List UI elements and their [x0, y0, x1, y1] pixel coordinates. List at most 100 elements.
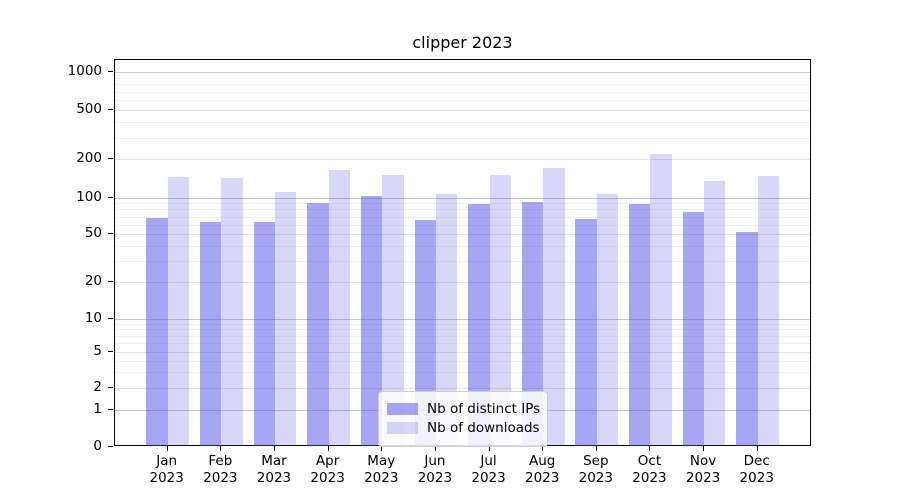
bar-distinct-ips-jan [146, 218, 168, 447]
bar-downloads-jun [435, 194, 458, 447]
bar-distinct-ips-jun [414, 219, 436, 447]
y-tick-label: 0 [93, 437, 102, 454]
gridline [115, 282, 810, 284]
x-tick-label-feb: Feb 2023 [203, 452, 238, 486]
bar-downloads-mar [274, 191, 297, 447]
gridline-minor [115, 245, 810, 247]
bar-downloads-nov [704, 181, 726, 447]
y-tick-mark [108, 408, 113, 410]
y-tick-mark [108, 445, 113, 447]
gridline-minor [115, 261, 810, 263]
gridline-minor [115, 343, 810, 345]
plot-area [114, 59, 811, 447]
bar-distinct-ips-aug [521, 201, 544, 447]
gridline-minor [115, 77, 810, 79]
x-tick-mark [166, 445, 168, 451]
x-tick-mark [488, 445, 490, 451]
gridline-minor [115, 216, 810, 218]
gridline-minor [115, 91, 810, 93]
x-tick-label-oct: Oct 2023 [632, 452, 667, 486]
gridline-minor [115, 122, 810, 124]
y-tick-label: 1000 [67, 63, 102, 79]
bar-distinct-ips-nov [682, 211, 705, 447]
x-tick-label-aug: Aug 2023 [524, 452, 560, 486]
gridline-minor [115, 137, 810, 139]
y-tick-label: 1 [93, 400, 102, 417]
bar-distinct-ips-may [360, 195, 383, 447]
y-tick-mark [108, 233, 113, 235]
x-tick-label-apr: Apr 2023 [310, 452, 345, 486]
x-tick-mark [273, 445, 275, 451]
gridline [115, 352, 810, 353]
bar-distinct-ips-feb [199, 222, 222, 447]
chart-title: clipper 2023 [412, 33, 513, 52]
bar-downloads-dec [757, 175, 780, 447]
y-tick-label: 10 [84, 309, 102, 326]
x-tick-mark [649, 445, 651, 451]
x-tick-label-jun: Jun 2023 [417, 452, 453, 486]
gridline [115, 72, 810, 73]
y-tick-label: 500 [76, 101, 102, 118]
gridline [115, 387, 810, 389]
x-tick-mark [434, 445, 436, 451]
gridline-minor [115, 100, 810, 102]
gridline [115, 159, 810, 161]
y-tick-label: 5 [93, 343, 102, 359]
y-tick-mark [108, 386, 113, 388]
y-tick-mark [108, 109, 113, 111]
legend-item-distinct-ips: Nb of distinct IPs [387, 401, 541, 417]
gridline-minor [115, 224, 810, 226]
x-tick-mark [327, 445, 329, 451]
gridline-minor [115, 84, 810, 86]
bar-downloads-apr [328, 169, 350, 447]
y-tick-mark [108, 317, 113, 319]
y-tick-mark [108, 351, 113, 352]
gridline [115, 318, 810, 320]
legend: Nb of distinct IPs Nb of downloads [378, 391, 548, 447]
y-tick-label: 20 [84, 273, 102, 290]
gridline-minor [115, 323, 810, 325]
bar-distinct-ips-oct [629, 204, 651, 447]
x-tick-label-dec: Dec 2023 [739, 452, 774, 486]
bar-distinct-ips-jul [468, 203, 490, 447]
bar-downloads-aug [543, 168, 565, 447]
x-tick-label-nov: Nov 2023 [685, 452, 721, 486]
bar-downloads-sep [596, 194, 619, 447]
gridline-minor [115, 335, 810, 337]
bar-downloads-may [382, 175, 404, 447]
legend-swatch-downloads [387, 422, 418, 434]
y-tick-mark [108, 281, 113, 283]
bar-distinct-ips-apr [307, 203, 329, 447]
gridline [115, 197, 810, 199]
gridline [115, 234, 810, 236]
bar-distinct-ips-sep [575, 218, 597, 447]
y-tick-mark [108, 71, 113, 72]
bar-distinct-ips-dec [736, 232, 758, 447]
x-tick-label-may: May 2023 [364, 452, 399, 486]
x-tick-mark [381, 445, 383, 451]
legend-label: Nb of distinct IPs [427, 401, 541, 417]
gridline-minor [115, 371, 810, 373]
bar-downloads-jul [489, 174, 511, 447]
y-tick-label: 100 [76, 188, 102, 205]
gridline-minor [115, 209, 810, 211]
gridline-minor [115, 329, 810, 331]
y-tick-label: 200 [76, 150, 102, 167]
x-tick-label-jan: Jan 2023 [149, 452, 184, 486]
y-tick-mark [108, 196, 113, 198]
gridline-minor [115, 360, 810, 362]
x-tick-label-mar: Mar 2023 [256, 452, 292, 486]
x-tick-label-sep: Sep 2023 [578, 452, 613, 486]
gridline [115, 110, 810, 112]
legend-label: Nb of downloads [427, 420, 540, 436]
x-tick-mark [703, 445, 705, 451]
gridline-minor [115, 203, 810, 205]
x-tick-mark [542, 445, 544, 451]
bar-downloads-oct [650, 154, 672, 447]
y-tick-label: 50 [84, 225, 102, 242]
x-tick-mark [595, 445, 597, 451]
x-tick-mark [756, 445, 758, 451]
bar-downloads-jan [167, 177, 190, 447]
legend-swatch-distinct-ips [387, 403, 418, 415]
